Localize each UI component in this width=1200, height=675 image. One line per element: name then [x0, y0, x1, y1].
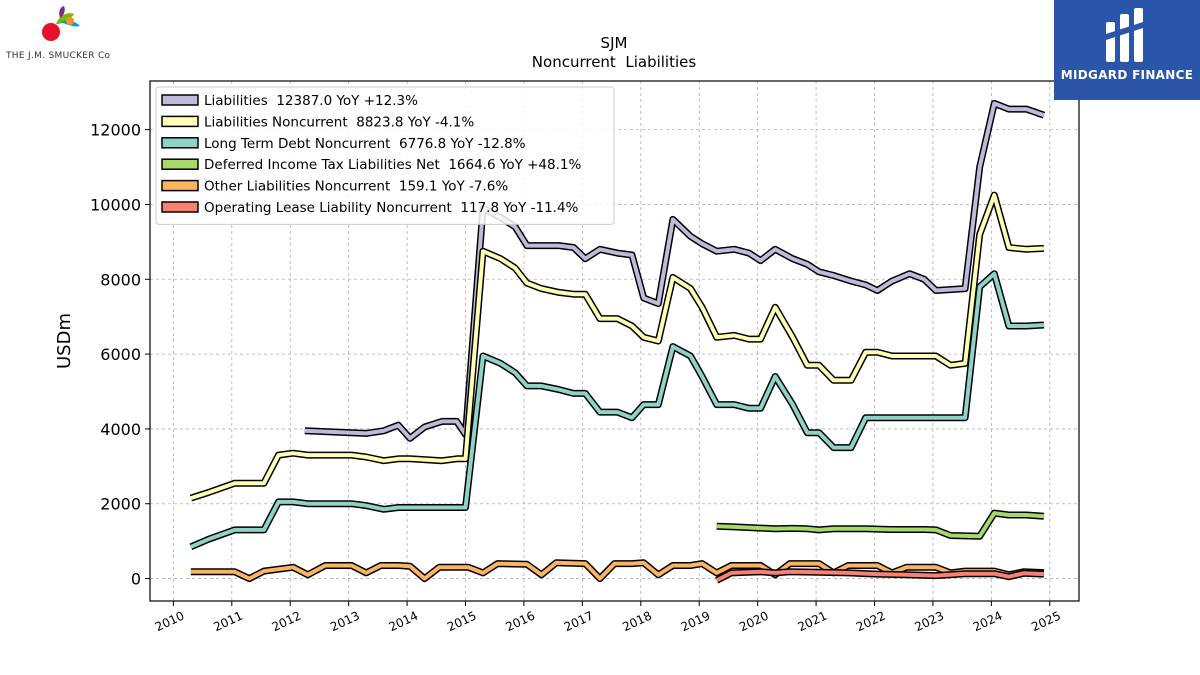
- y-tick-label: 4000: [100, 420, 141, 439]
- legend-swatch-2: [161, 115, 199, 128]
- series-path-1: [304, 101, 1045, 441]
- y-axis-label: USDm: [54, 313, 75, 369]
- series-layer: [189, 99, 1046, 584]
- y-tick-label: 0: [131, 570, 141, 589]
- legend-swatch-1: [161, 94, 199, 106]
- y-tick-label: 2000: [100, 495, 141, 514]
- legend-label-3: Long Term Debt Noncurrent 6776.8 YoY -12…: [204, 136, 526, 152]
- y-tick-label: 12000: [90, 121, 141, 140]
- series-outline-2: [189, 191, 1045, 502]
- x-tick-label: 2012: [270, 609, 304, 635]
- legend-label-6: Operating Lease Liability Noncurrent 117…: [204, 200, 579, 216]
- series-path-2: [190, 193, 1045, 501]
- legend-box: [155, 86, 615, 225]
- series-line-6: [715, 568, 1045, 584]
- smucker-logo: THE J.M. SMUCKER Co: [4, 4, 134, 66]
- series-line-3: [189, 270, 1045, 551]
- legend: Liabilities 12387.0 YoY +12.3% Liabilitie…: [155, 86, 615, 225]
- x-tick-label: 2019: [679, 609, 713, 635]
- legend-swatch-5: [161, 179, 199, 192]
- series-path-6: [715, 569, 1044, 583]
- chart-title: SJM: [601, 34, 628, 52]
- series-outline-4: [716, 509, 1045, 540]
- midgard-brand-text: MIDGARD FINANCE: [1060, 68, 1194, 82]
- x-tick-label: 2016: [503, 609, 537, 635]
- y-tick-label: 8000: [100, 270, 141, 289]
- x-tick-label: 2014: [387, 609, 421, 635]
- legend-swatch-3: [161, 137, 199, 149]
- fruit-logo-icon: [42, 6, 80, 41]
- series-line-2: [189, 191, 1045, 502]
- series-line-4: [716, 509, 1045, 540]
- smucker-wordmark: THE J.M. SMUCKER Co: [6, 51, 111, 61]
- x-tick-label: 2023: [912, 609, 946, 635]
- x-tick-label: 2024: [971, 609, 1005, 635]
- x-tick-label: 2025: [1029, 609, 1063, 635]
- legend-swatch-6: [161, 201, 199, 213]
- x-tick-label: 2010: [153, 609, 187, 635]
- midgard-emblem-icon: [1106, 8, 1143, 62]
- legend-swatch-4: [161, 158, 199, 170]
- series-path-4: [716, 511, 1045, 539]
- plot-frame: [149, 80, 1080, 602]
- x-tick-label: 2021: [796, 609, 830, 635]
- x-tick-label: 2022: [854, 609, 888, 635]
- midgard-finance-logo: MIDGARD FINANCE: [1054, 0, 1200, 100]
- series-path-3: [190, 271, 1045, 549]
- x-tick-label: 2011: [211, 609, 245, 635]
- y-tick-label: 10000: [90, 195, 141, 214]
- x-tick-label: 2017: [562, 609, 596, 635]
- legend-label-2: Liabilities Noncurrent 8823.8 YoY -4.1%: [204, 114, 474, 130]
- chart-subtitle: Noncurrent Liabilities: [532, 53, 697, 71]
- legend-label-5: Other Liabilities Noncurrent 159.1 YoY -…: [204, 179, 508, 195]
- x-tick-label: 2013: [328, 609, 362, 635]
- x-tick-label: 2020: [737, 609, 771, 635]
- x-tick-label: 2018: [620, 609, 654, 635]
- x-tick-label: 2015: [445, 609, 479, 635]
- y-tick-label: 6000: [100, 345, 141, 364]
- legend-label-4: Deferred Income Tax Liabilities Net 1664…: [204, 157, 581, 173]
- legend-label-1: Liabilities 12387.0 YoY +12.3%: [204, 93, 418, 109]
- series-line-1: [304, 99, 1046, 442]
